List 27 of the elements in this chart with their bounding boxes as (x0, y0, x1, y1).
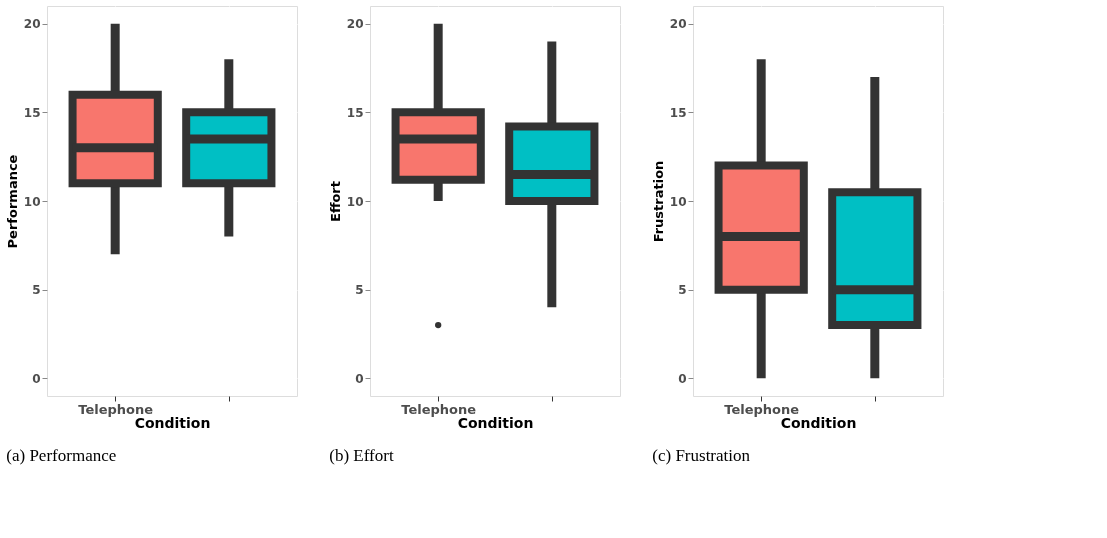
y-tick-label: 10 (346, 194, 364, 209)
x-axis-title: Condition (134, 414, 211, 431)
y-tick-label: 5 (678, 283, 687, 298)
y-tick-label: 20 (346, 17, 364, 32)
x-tick-label: Telephone (724, 401, 800, 417)
y-tick-label: 10 (669, 194, 687, 209)
y-tick-label: 20 (23, 17, 41, 32)
y-axis-title: Effort (327, 181, 343, 222)
y-axis-title: Frustration (650, 160, 666, 243)
x-axis-title: Condition (457, 414, 534, 431)
y-tick-label: 0 (32, 371, 41, 386)
y-tick-label: 15 (669, 105, 687, 120)
y-tick-label: 20 (669, 17, 687, 32)
y-tick-label: 5 (32, 283, 41, 298)
x-tick-label: Telephone (78, 401, 154, 417)
text: (a) Performance (6, 446, 117, 465)
y-tick-label: 5 (355, 283, 364, 298)
y-tick-label: 15 (346, 105, 364, 120)
y-tick-label: 0 (355, 371, 364, 386)
y-tick-label: 10 (23, 194, 41, 209)
text: (c) Frustration (652, 446, 751, 465)
y-axis-title: Performance (4, 154, 20, 249)
y-tick-label: 0 (678, 371, 687, 386)
x-axis-title: Condition (780, 414, 857, 431)
y-tick-label: 15 (23, 105, 41, 120)
text: (b) Effort (329, 446, 394, 465)
x-tick-label: Telephone (401, 401, 477, 417)
